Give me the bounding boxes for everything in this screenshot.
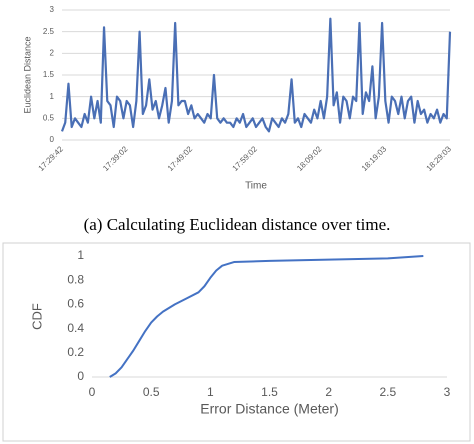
chart-border bbox=[2, 242, 471, 442]
y-tick-label: 3 bbox=[50, 5, 55, 14]
data-line bbox=[60, 17, 452, 133]
y-tick-label: 0.2 bbox=[67, 345, 84, 359]
x-axis-label: Error Distance (Meter) bbox=[200, 401, 338, 417]
caption: (a) Calculating Euclidean distance over … bbox=[84, 215, 391, 234]
x-tick-label: 17:39:02 bbox=[101, 144, 130, 173]
x-tick-label: 1 bbox=[207, 385, 214, 399]
y-tick-label: 1 bbox=[50, 92, 55, 101]
x-tick-label: 0.5 bbox=[143, 385, 160, 399]
y-axis-label: Euclidean Distance bbox=[22, 36, 32, 113]
y-tick-label: 0.5 bbox=[43, 113, 55, 122]
y-tick-label: 0 bbox=[77, 369, 84, 383]
x-tick-label: 0 bbox=[89, 385, 96, 399]
y-tick-label: 0 bbox=[50, 135, 55, 144]
x-tick-label: 18:19:03 bbox=[360, 144, 389, 173]
x-axis-label: Time bbox=[245, 181, 267, 192]
x-tick-label: 17:59:02 bbox=[231, 144, 260, 173]
y-axis-label: CDF bbox=[29, 303, 44, 330]
x-tick-label: 17:29:42 bbox=[37, 144, 66, 173]
x-tick-label: 18:29:03 bbox=[425, 144, 454, 173]
y-tick-label: 0.8 bbox=[67, 272, 84, 286]
y-tick-label: 1.5 bbox=[43, 70, 55, 79]
x-tick-label: 2 bbox=[325, 385, 332, 399]
x-tick-label: 18:09:02 bbox=[295, 144, 324, 173]
y-tick-label: 1 bbox=[77, 248, 84, 262]
x-tick-label: 1.5 bbox=[261, 385, 278, 399]
x-tick-label: 3 bbox=[444, 385, 451, 399]
y-tick-label: 0.6 bbox=[67, 297, 84, 311]
y-tick-label: 0.4 bbox=[67, 321, 84, 335]
data-line bbox=[109, 255, 424, 378]
x-tick-label: 17:49:02 bbox=[166, 144, 195, 173]
x-tick-label: 2.5 bbox=[379, 385, 396, 399]
y-tick-label: 2.5 bbox=[43, 27, 55, 36]
y-tick-label: 2 bbox=[50, 48, 55, 57]
